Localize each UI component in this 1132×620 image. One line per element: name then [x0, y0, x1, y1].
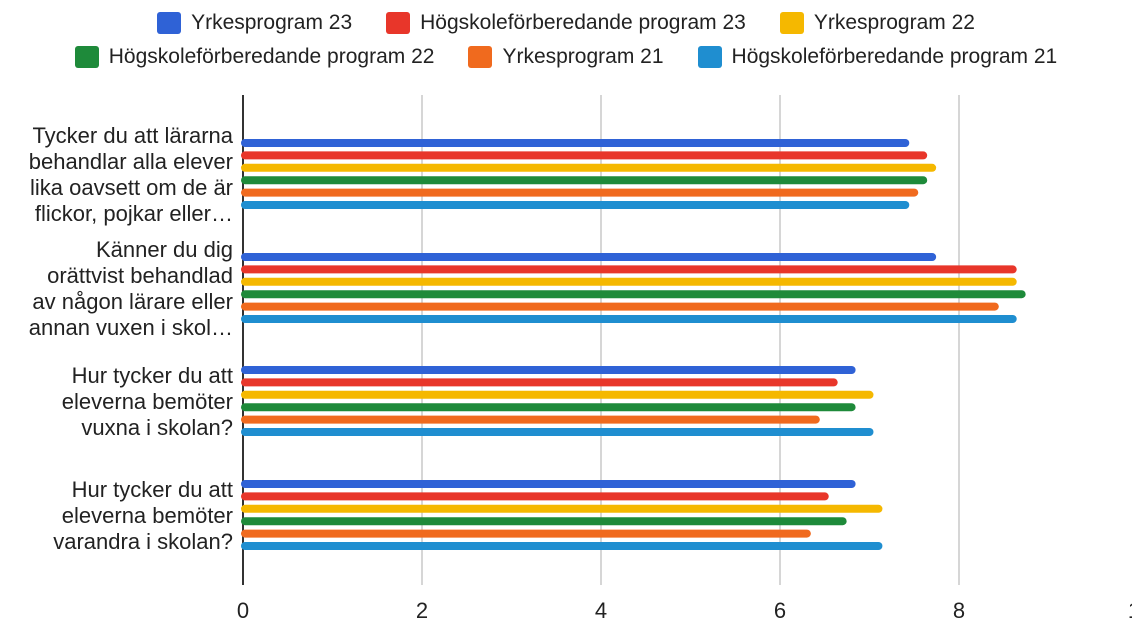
- category-label: flickor, pojkar eller…: [35, 201, 233, 226]
- legend-swatch: [157, 12, 182, 34]
- x-tick-label: 1: [1128, 598, 1132, 620]
- category-label: Känner du dig: [96, 237, 233, 262]
- legend-item: Yrkesprogram 23: [157, 11, 352, 35]
- category-label: annan vuxen i skol…: [29, 315, 233, 340]
- category-label: vuxna i skolan?: [81, 415, 233, 440]
- legend-item: Högskoleförberedande program 21: [697, 45, 1058, 69]
- x-tick-label: 0: [237, 598, 249, 620]
- x-tick-label: 8: [953, 598, 965, 620]
- legend-label: Högskoleförberedande program 22: [108, 45, 435, 68]
- legend-label: Högskoleförberedande program 21: [731, 45, 1058, 68]
- legend-item: Högskoleförberedande program 23: [386, 11, 746, 35]
- legend-swatch: [386, 12, 411, 34]
- category-label: Tycker du att lärarna: [32, 123, 233, 148]
- category-label: varandra i skolan?: [53, 529, 233, 554]
- legend-label: Yrkesprogram 23: [191, 11, 353, 34]
- legend-label: Yrkesprogram 21: [502, 45, 664, 68]
- x-tick-label: 6: [774, 598, 786, 620]
- legend-item: Yrkesprogram 22: [779, 11, 975, 35]
- legend-label: Yrkesprogram 22: [813, 11, 975, 34]
- legend: Yrkesprogram 23 Högskoleförberedande prog…: [0, 6, 1132, 74]
- legend-item: Yrkesprogram 21: [468, 45, 664, 69]
- category-label: eleverna bemöter: [62, 503, 233, 528]
- legend-swatch: [779, 12, 804, 34]
- x-tick-label: 2: [416, 598, 428, 620]
- legend-label: Högskoleförberedande program 23: [420, 11, 746, 34]
- category-label: av någon lärare eller: [32, 289, 233, 314]
- category-label: Hur tycker du att: [72, 363, 233, 388]
- category-label: lika oavsett om de är: [30, 175, 233, 200]
- category-label: behandlar alla elever: [29, 149, 233, 174]
- legend-row: Yrkesprogram 23 Högskoleförberedande prog…: [0, 6, 1132, 40]
- legend-swatch: [697, 46, 722, 68]
- category-label: eleverna bemöter: [62, 389, 233, 414]
- legend-row: Högskoleförberedande program 22 Yrkesprog…: [0, 40, 1132, 74]
- legend-swatch: [74, 46, 99, 68]
- legend-item: Högskoleförberedande program 22: [74, 45, 435, 69]
- x-tick-label: 4: [595, 598, 607, 620]
- category-label: orättvist behandlad: [47, 263, 233, 288]
- legend-swatch: [468, 46, 493, 68]
- category-label: Hur tycker du att: [72, 477, 233, 502]
